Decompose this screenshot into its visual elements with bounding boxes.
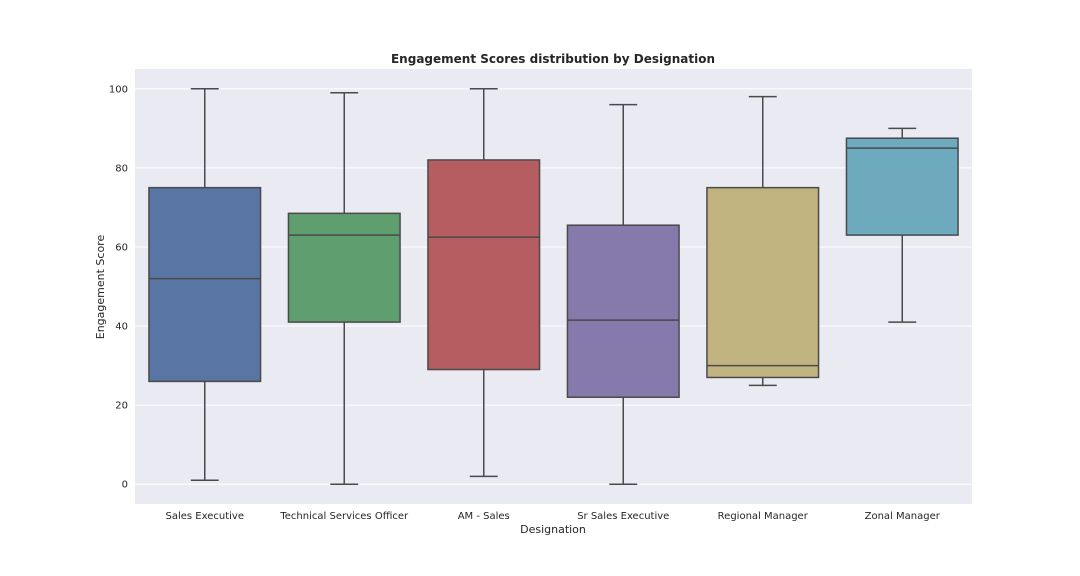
x-tick-label: Sales Executive [166,511,244,522]
y-axis-label: Engagement Score [94,235,107,340]
x-tick-label: Regional Manager [718,511,809,522]
box-iqr [287,212,401,323]
y-tick-label: 40 [115,322,128,333]
box-1 [287,91,401,485]
x-tick-label: AM - Sales [458,511,510,522]
box-3 [566,103,680,485]
x-tick-label: Technical Services Officer [279,511,409,522]
x-axis-label: Designation [520,523,586,536]
box-0 [148,88,262,482]
y-tick-label: 60 [115,242,128,253]
box-5 [845,127,959,323]
box-iqr [427,159,541,371]
box-2 [427,88,541,478]
box-4 [706,95,820,387]
y-tick-label: 0 [122,480,128,491]
box-iqr [845,137,959,236]
chart-title: Engagement Scores distribution by Design… [391,52,715,66]
y-tick-label: 100 [109,84,128,95]
y-ticks-group: 0 20 40 60 80 100 [109,84,128,490]
x-ticks-group: Sales Executive Technical Services Office… [166,511,941,522]
x-tick-label: Sr Sales Executive [577,511,669,522]
box-iqr [706,186,820,379]
grid-lines [135,88,972,485]
plot-background [135,69,972,504]
boxes-group [148,88,959,485]
box-iqr [148,186,262,383]
y-tick-label: 80 [115,163,128,174]
y-tick-label: 20 [115,401,128,412]
x-tick-label: Zonal Manager [865,511,941,522]
box-iqr [566,224,680,398]
